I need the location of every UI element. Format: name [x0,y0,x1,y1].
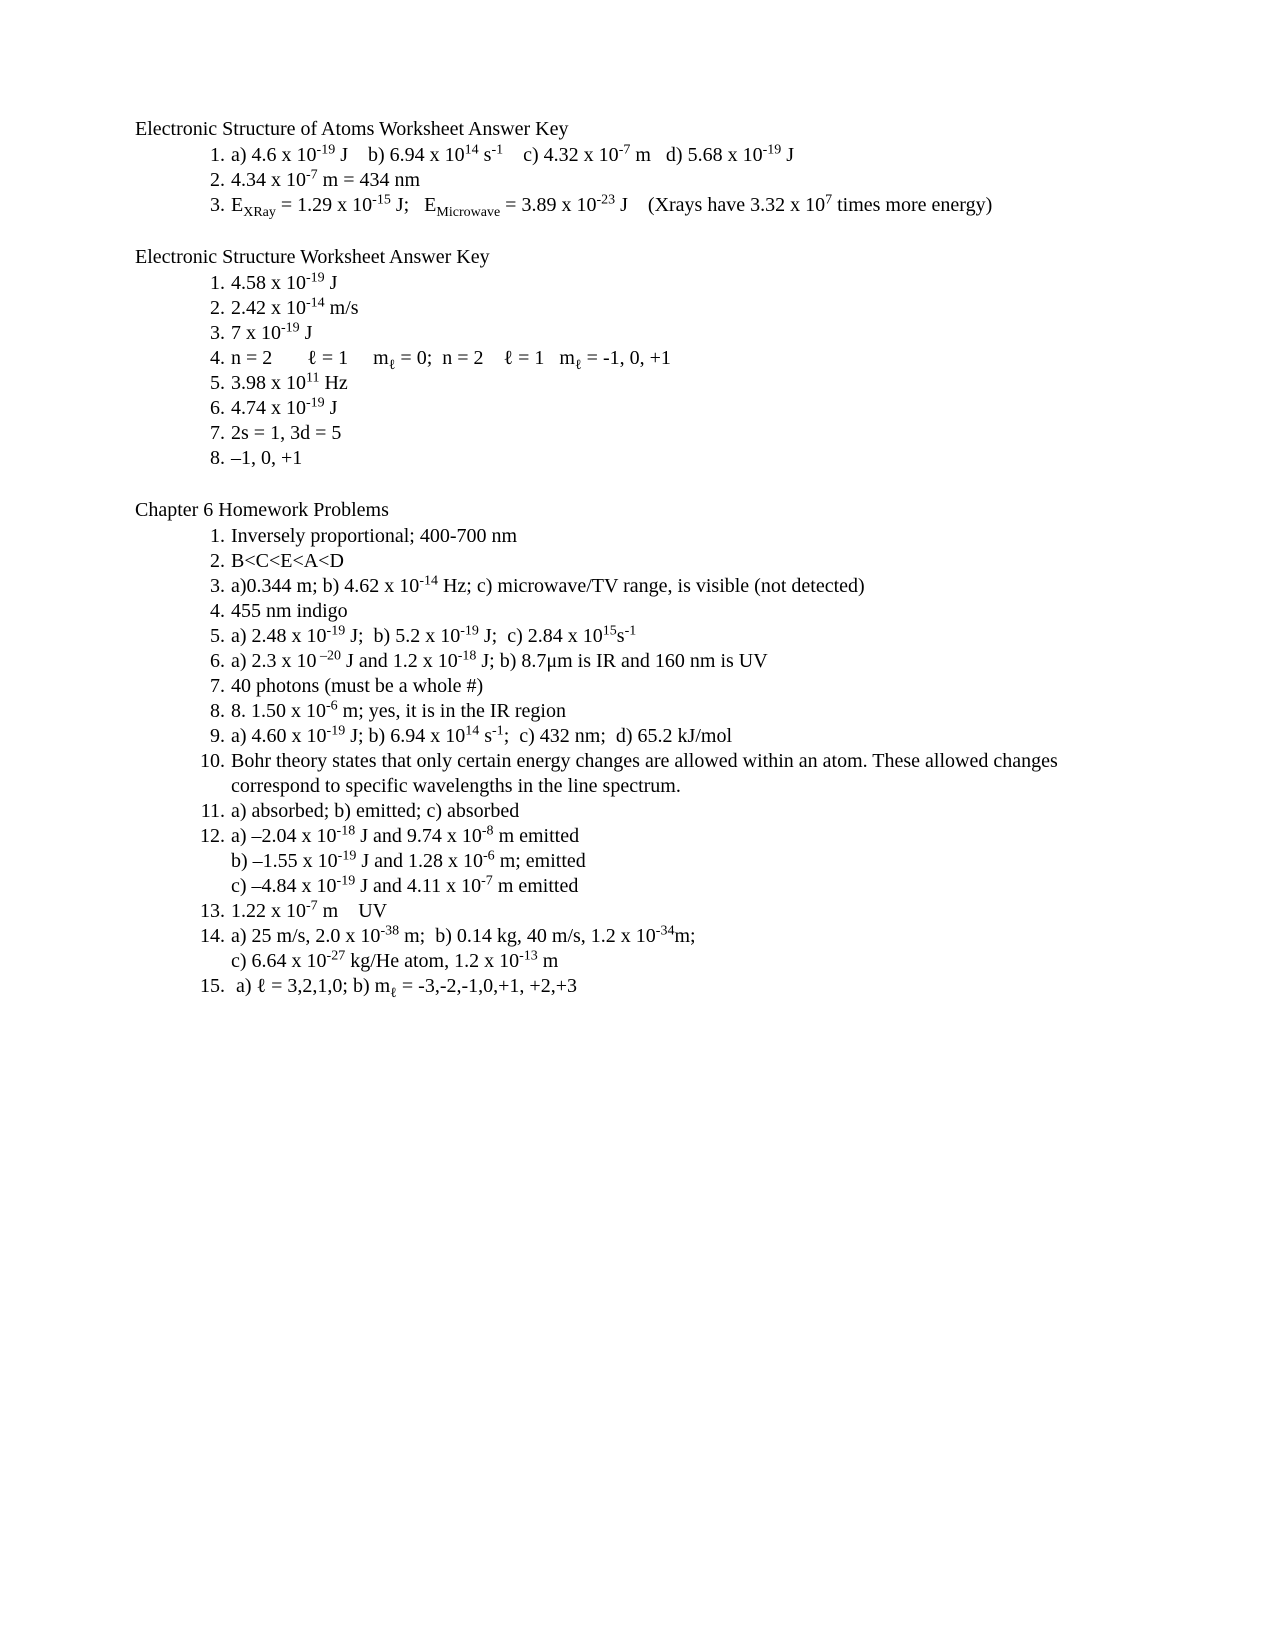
list-item: 3.a)0.344 m; b) 4.62 x 10-14 Hz; c) micr… [197,574,1145,599]
list-item: 4.455 nm indigo [197,599,1145,624]
item-text: 40 photons (must be a whole #) [231,674,1145,699]
item-text: a) 4.60 x 10-19 J; b) 6.94 x 1014 s-1; c… [231,724,1145,749]
list-item: 2.B<C<E<A<D [197,549,1145,574]
item-text: 3.98 x 1011 Hz [231,371,1145,396]
item-text: Bohr theory states that only certain ene… [231,749,1145,799]
item-text: Inversely proportional; 400-700 nm [231,524,1145,549]
list-item: 4.n = 2 ℓ = 1 mℓ = 0; n = 2 ℓ = 1 mℓ = -… [197,346,1145,371]
item-number: 3. [197,574,231,599]
item-number: 6. [197,649,231,674]
item-number: 14. [197,924,231,974]
section-1: Electronic Structure of Atoms Worksheet … [135,118,1145,218]
list-item: 7.40 photons (must be a whole #) [197,674,1145,699]
item-text: 4.74 x 10-19 J [231,396,1145,421]
list-item: 6.4.74 x 10-19 J [197,396,1145,421]
item-number: 10. [197,749,231,799]
answer-list: 1.4.58 x 10-19 J2.2.42 x 10-14 m/s3.7 x … [135,271,1145,471]
list-item: 13.1.22 x 10-7 m UV [197,899,1145,924]
item-text: a)0.344 m; b) 4.62 x 10-14 Hz; c) microw… [231,574,1145,599]
item-number: 1. [197,271,231,296]
item-text: 1.22 x 10-7 m UV [231,899,1145,924]
item-number: 6. [197,396,231,421]
list-item: 10.Bohr theory states that only certain … [197,749,1145,799]
item-number: 12. [197,824,231,899]
item-number: 2. [197,549,231,574]
item-text: 2s = 1, 3d = 5 [231,421,1145,446]
item-text: n = 2 ℓ = 1 mℓ = 0; n = 2 ℓ = 1 mℓ = -1,… [231,346,1145,371]
answer-list: 1.a) 4.6 x 10-19 J b) 6.94 x 1014 s-1 c)… [135,143,1145,218]
item-text: a) 2.48 x 10-19 J; b) 5.2 x 10-19 J; c) … [231,624,1145,649]
list-item: 14.a) 25 m/s, 2.0 x 10-38 m; b) 0.14 kg,… [197,924,1145,974]
list-item: 5.3.98 x 1011 Hz [197,371,1145,396]
item-number: 9. [197,724,231,749]
list-item: 9.a) 4.60 x 10-19 J; b) 6.94 x 1014 s-1;… [197,724,1145,749]
item-number: 15. [197,974,231,999]
item-number: 2. [197,296,231,321]
list-item: 2.2.42 x 10-14 m/s [197,296,1145,321]
item-number: 4. [197,599,231,624]
list-item: 2.4.34 x 10-7 m = 434 nm [197,168,1145,193]
list-item: 5.a) 2.48 x 10-19 J; b) 5.2 x 10-19 J; c… [197,624,1145,649]
item-text: a) –2.04 x 10-18 J and 9.74 x 10-8 m emi… [231,824,1145,899]
item-text: a) ℓ = 3,2,1,0; b) mℓ = -3,-2,-1,0,+1, +… [231,974,1145,999]
item-text: 4.34 x 10-7 m = 434 nm [231,168,1145,193]
list-item: 1.a) 4.6 x 10-19 J b) 6.94 x 1014 s-1 c)… [197,143,1145,168]
item-number: 8. [197,446,231,471]
item-number: 2. [197,168,231,193]
list-item: 12.a) –2.04 x 10-18 J and 9.74 x 10-8 m … [197,824,1145,899]
list-item: 11.a) absorbed; b) emitted; c) absorbed [197,799,1145,824]
list-item: 15. a) ℓ = 3,2,1,0; b) mℓ = -3,-2,-1,0,+… [197,974,1145,999]
list-item: 7.2s = 1, 3d = 5 [197,421,1145,446]
list-item: 1.Inversely proportional; 400-700 nm [197,524,1145,549]
item-text: –1, 0, +1 [231,446,1145,471]
section-title: Electronic Structure of Atoms Worksheet … [135,118,1145,141]
item-text: 4.58 x 10-19 J [231,271,1145,296]
item-text: a) 2.3 x 10 –20 J and 1.2 x 10-18 J; b) … [231,649,1145,674]
item-text: 7 x 10-19 J [231,321,1145,346]
list-item: 6.a) 2.3 x 10 –20 J and 1.2 x 10-18 J; b… [197,649,1145,674]
list-item: 8.8. 1.50 x 10-6 m; yes, it is in the IR… [197,699,1145,724]
item-text: 8. 1.50 x 10-6 m; yes, it is in the IR r… [231,699,1145,724]
item-number: 7. [197,421,231,446]
item-number: 5. [197,371,231,396]
section-2: Electronic Structure Worksheet Answer Ke… [135,246,1145,471]
item-number: 11. [197,799,231,824]
item-text: a) 25 m/s, 2.0 x 10-38 m; b) 0.14 kg, 40… [231,924,1145,974]
item-number: 13. [197,899,231,924]
section-title: Chapter 6 Homework Problems [135,499,1145,522]
item-number: 5. [197,624,231,649]
item-text: a) absorbed; b) emitted; c) absorbed [231,799,1145,824]
item-text: 2.42 x 10-14 m/s [231,296,1145,321]
item-number: 3. [197,321,231,346]
section-3: Chapter 6 Homework Problems 1.Inversely … [135,499,1145,999]
item-number: 4. [197,346,231,371]
list-item: 8.–1, 0, +1 [197,446,1145,471]
item-text: a) 4.6 x 10-19 J b) 6.94 x 1014 s-1 c) 4… [231,143,1145,168]
item-text: 455 nm indigo [231,599,1145,624]
list-item: 1.4.58 x 10-19 J [197,271,1145,296]
answer-list: 1.Inversely proportional; 400-700 nm2.B<… [135,524,1145,999]
item-number: 1. [197,143,231,168]
item-text: B<C<E<A<D [231,549,1145,574]
item-number: 1. [197,524,231,549]
section-title: Electronic Structure Worksheet Answer Ke… [135,246,1145,269]
page-content: Electronic Structure of Atoms Worksheet … [0,0,1275,999]
item-text: EXRay = 1.29 x 10-15 J; EMicrowave = 3.8… [231,193,1145,218]
item-number: 7. [197,674,231,699]
list-item: 3.EXRay = 1.29 x 10-15 J; EMicrowave = 3… [197,193,1145,218]
item-number: 3. [197,193,231,218]
item-number: 8. [197,699,231,724]
list-item: 3.7 x 10-19 J [197,321,1145,346]
